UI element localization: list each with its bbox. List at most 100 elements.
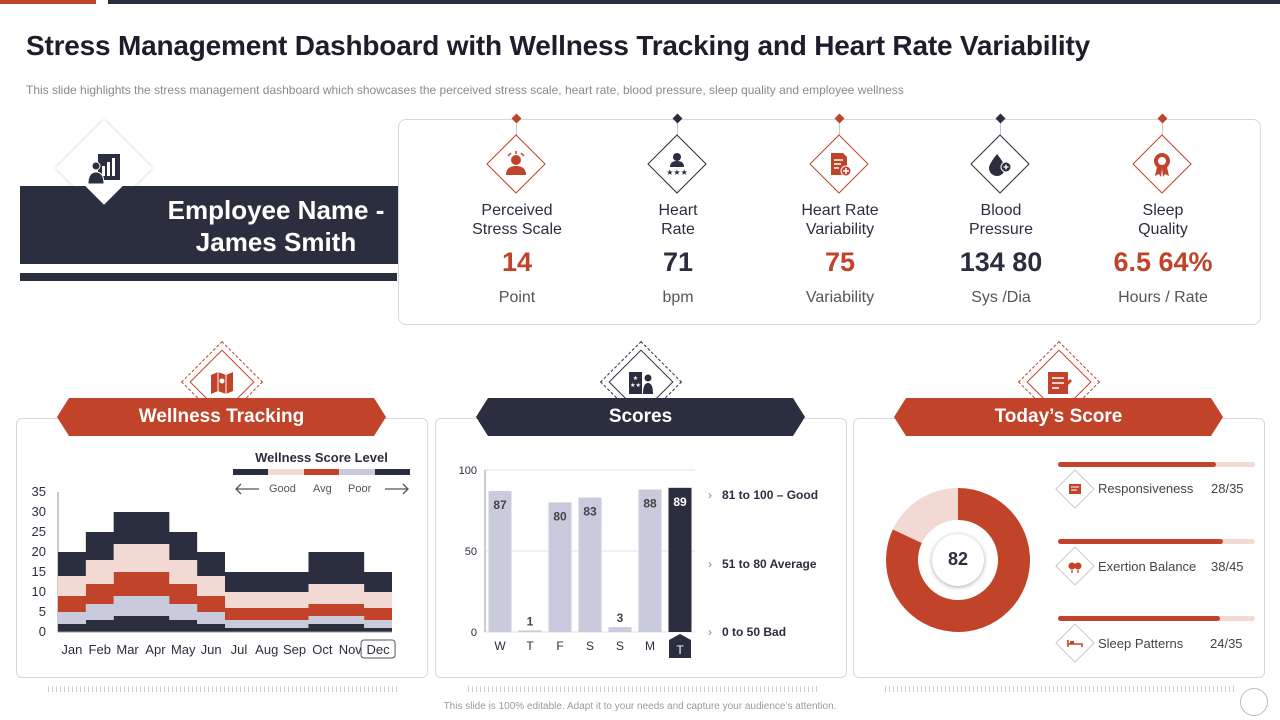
y-tick-label: 50 xyxy=(465,546,477,558)
y-tick-label: 15 xyxy=(32,564,46,579)
progress-track xyxy=(1058,539,1255,544)
today-item-responsiveness xyxy=(1058,462,1255,467)
x-tick-label: Feb xyxy=(89,642,111,657)
metric-pin-dot xyxy=(511,113,522,124)
metric-pin-dot xyxy=(834,113,845,124)
bar-value-label: 1 xyxy=(527,614,534,628)
y-tick-label: 10 xyxy=(32,584,46,599)
svg-text:★: ★ xyxy=(633,375,638,382)
metric-unit: Variability xyxy=(805,289,875,306)
today-donut-chart xyxy=(886,488,1030,632)
x-tick-label: S xyxy=(586,639,594,653)
x-tick-label: Sep xyxy=(283,642,306,657)
bar-value-label: 89 xyxy=(673,495,687,509)
y-tick-label: 20 xyxy=(32,544,46,559)
x-tick-label: Mar xyxy=(116,642,139,657)
metric-value: 75 xyxy=(824,247,856,277)
page-subtitle: This slide highlights the stress managem… xyxy=(26,83,904,97)
footer-note: This slide is 100% editable. Adapt it to… xyxy=(443,701,837,712)
legend-poor-label: Poor xyxy=(348,483,372,495)
metric-pin-line xyxy=(839,119,840,135)
score-legend-good: › 81 to 100 – Good xyxy=(708,488,819,502)
employee-underline xyxy=(20,273,397,281)
today-item-score: 38/45 xyxy=(1211,559,1244,574)
metrics-row: Perceived Stress Scale 14 Point ★★★ Heart… xyxy=(398,113,1261,325)
bar-value-label: 80 xyxy=(553,509,567,523)
corner-circle xyxy=(1240,688,1268,716)
y-tick-label: 25 xyxy=(32,524,46,539)
x-tick-highlight-marker xyxy=(669,634,691,658)
metric-pin-dot xyxy=(995,113,1006,124)
progress-fill xyxy=(1058,539,1224,544)
wellness-panel xyxy=(16,418,428,678)
employee-name: Employee Name - James Smith xyxy=(130,194,422,258)
legend-good-label: Good xyxy=(269,483,296,495)
bar-value-label: 88 xyxy=(643,496,657,510)
today-item-exertion xyxy=(1058,539,1255,544)
scores-header: Scores xyxy=(476,398,805,436)
y-tick-label: 0 xyxy=(471,627,477,639)
rating-board-icon: ★ ★★ xyxy=(629,372,653,394)
today-item-sleep xyxy=(1058,616,1255,621)
scores-bar-chart: 0 50 100 87 W 1 T 80 F 83 S 3 S 88 M 89 T xyxy=(459,465,695,658)
today-decor-strip xyxy=(885,686,1235,692)
exertion-icon xyxy=(1068,562,1082,573)
y-tick-label: 35 xyxy=(32,484,46,499)
metric-label: Sleep Quality xyxy=(1138,202,1188,238)
progress-fill xyxy=(1058,616,1220,621)
bar-value-label: 87 xyxy=(493,498,507,512)
today-score-header: Today’s Score xyxy=(894,398,1223,436)
metric-value: 134 80 xyxy=(959,247,1043,277)
y-tick-label: 0 xyxy=(39,624,46,639)
x-tick-label: F xyxy=(556,639,563,653)
metric-pin-dot xyxy=(1157,113,1168,124)
metric-label: Heart Rate xyxy=(658,202,698,238)
scores-decor-strip xyxy=(468,686,818,692)
score-legend-average: › 51 to 80 Average xyxy=(708,557,817,571)
x-tick-highlight-box xyxy=(360,639,396,659)
donut-slice xyxy=(892,488,958,543)
medical-report-icon xyxy=(831,153,852,177)
progress-fill xyxy=(1058,462,1216,467)
x-tick-label: Aug xyxy=(255,642,278,657)
svg-text:★★: ★★ xyxy=(630,382,641,389)
metric-unit: bpm xyxy=(662,289,694,306)
donut-center-value: 82 xyxy=(947,549,969,569)
metric-unit: Point xyxy=(498,289,536,306)
bar xyxy=(548,502,572,632)
arrow-left-icon xyxy=(235,483,259,495)
bar xyxy=(518,630,542,632)
bar-value-label: 83 xyxy=(583,505,597,519)
today-item-label: Responsiveness xyxy=(1098,481,1194,496)
metric-value: 6.5 64% xyxy=(1113,247,1213,277)
metric-value: 14 xyxy=(501,247,533,277)
wellness-decor-strip xyxy=(48,686,398,692)
metric-pin-line xyxy=(516,119,517,135)
chevron-right-icon: › xyxy=(708,488,712,502)
x-tick-label: T xyxy=(526,639,534,653)
today-item-score: 28/35 xyxy=(1211,481,1244,496)
wellness-tracking-header: Wellness Tracking xyxy=(57,398,386,436)
score-sheet-icon xyxy=(1048,372,1073,394)
award-badge-icon xyxy=(1154,153,1170,177)
x-tick-label: Jan xyxy=(61,642,82,657)
metric-pin-dot xyxy=(672,113,683,124)
donut-center-badge xyxy=(932,534,984,586)
legend-avg-label: Avg xyxy=(313,483,332,495)
stressed-person-icon xyxy=(506,151,526,175)
arrow-right-icon xyxy=(385,483,409,495)
employee-name-line1: Employee Name - xyxy=(167,195,385,225)
y-tick-label: 30 xyxy=(32,504,46,519)
x-tick-label: Dec xyxy=(367,642,391,657)
legend-swatch xyxy=(374,469,411,475)
x-tick-label: W xyxy=(494,639,506,653)
metric-unit: Sys /Dia xyxy=(971,289,1031,306)
today-item-score: 24/35 xyxy=(1210,636,1243,651)
today-item-label: Sleep Patterns xyxy=(1098,636,1184,651)
x-tick-label: Oct xyxy=(312,642,333,657)
top-dark-bar xyxy=(108,0,1280,4)
bar xyxy=(578,497,602,632)
metric-label: Blood Pressure xyxy=(968,202,1034,238)
area-series xyxy=(58,512,392,592)
bar xyxy=(638,489,662,632)
